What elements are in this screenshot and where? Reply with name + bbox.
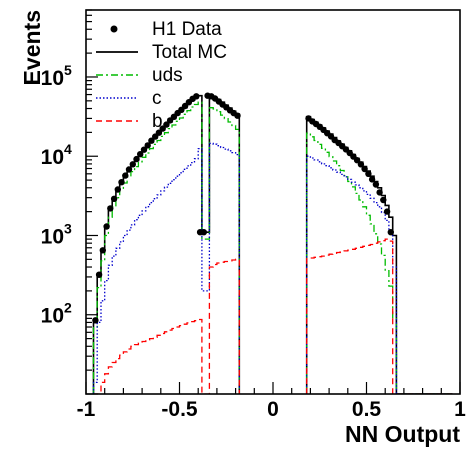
series-b-line-1 [306,238,453,394]
h1-data-point [234,112,241,119]
x-tick-label: -1 [77,398,96,421]
h1-data-point [357,161,365,168]
plot-series-group [92,92,453,394]
y-tick-exponent: 5 [64,62,72,78]
legend-label-total-mc: Total MC [152,42,227,63]
h1-data-point [376,189,383,196]
h1-data-point [92,317,99,324]
x-tick-label: -0.5 [161,398,198,421]
h1-data-point [380,196,387,204]
legend-label-b: b [152,111,163,132]
y-tick-label: 10 [41,305,64,328]
x-tick-label: 0.5 [352,398,382,421]
h1-data-point [118,179,125,186]
h1-data-point [353,157,361,164]
h1-data-point [383,208,391,215]
h1-data-point [144,142,151,149]
h1-data-point [387,229,394,236]
series-b-line-0 [93,258,240,394]
h1-data-point [361,165,368,173]
h1-data-point [163,121,170,128]
legend-label-h1-data: H1 Data [152,19,222,40]
h1-data-point [103,223,110,230]
y-axis-title: Events [19,10,45,85]
x-tick-label: 1 [454,398,466,421]
h1-data-point [129,161,136,168]
x-tick-label: 0 [267,398,279,421]
legend-label-c: c [152,88,162,109]
h1-data-point [110,195,118,202]
h1-data-point [148,137,155,144]
h1-data-point [133,155,140,163]
h1-data-point [372,181,380,188]
h1-data-point [193,93,200,100]
h1-data-point [155,129,163,136]
h1-data-point [365,170,372,177]
h1-data-point [122,172,129,179]
h1-data-point [99,247,107,254]
h1-data-point [137,151,144,158]
plot-frame [85,9,461,395]
series-total-mc-line-0 [92,94,241,394]
h1-data-point [368,176,376,183]
h1-data-point [125,166,133,173]
y-tick-exponent: 4 [64,141,72,157]
h1-data-point [140,146,148,153]
series-uds-line-1 [306,132,453,394]
axis-ticks [85,9,461,395]
h1-data-point [107,205,114,212]
h1-data-point [114,186,122,193]
series-uds-line-0 [92,101,240,394]
legend-marker-h1-data [110,25,118,33]
legend-label-uds: uds [152,65,183,86]
series-c-line-0 [92,142,240,394]
y-tick-label: 10 [41,225,64,248]
y-tick-label: 10 [41,146,64,169]
h1-data-point [200,229,207,236]
x-axis-title: NN Output [345,421,460,447]
h1-data-point [95,271,103,278]
y-tick-label: 10 [41,67,64,90]
y-tick-exponent: 3 [64,220,72,236]
y-tick-exponent: 2 [64,300,72,316]
